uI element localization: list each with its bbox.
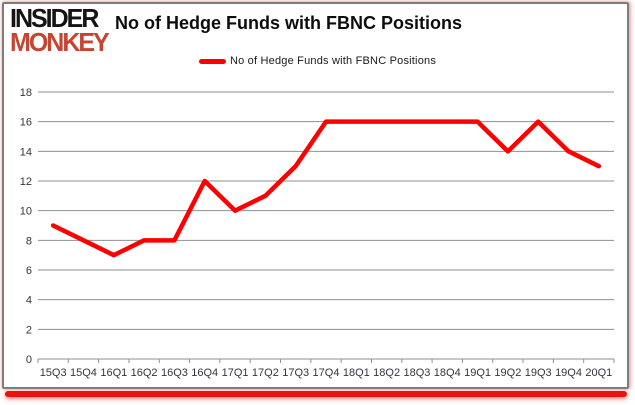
svg-text:18Q2: 18Q2 — [373, 367, 400, 379]
svg-text:18Q4: 18Q4 — [434, 367, 461, 379]
svg-text:18: 18 — [20, 87, 32, 99]
legend: No of Hedge Funds with FBNC Positions — [0, 55, 635, 67]
svg-text:20Q1: 20Q1 — [585, 367, 612, 379]
legend-label: No of Hedge Funds with FBNC Positions — [229, 55, 437, 67]
svg-text:16Q2: 16Q2 — [131, 367, 158, 379]
svg-text:16Q3: 16Q3 — [161, 367, 188, 379]
svg-text:19Q4: 19Q4 — [555, 367, 582, 379]
chart-title: No of Hedge Funds with FBNC Positions — [115, 13, 462, 33]
svg-text:17Q3: 17Q3 — [282, 367, 309, 379]
svg-text:0: 0 — [26, 354, 32, 366]
svg-text:16Q4: 16Q4 — [191, 367, 218, 379]
svg-text:19Q3: 19Q3 — [525, 367, 552, 379]
svg-text:16Q1: 16Q1 — [100, 367, 127, 379]
svg-text:15Q3: 15Q3 — [40, 367, 67, 379]
svg-text:18Q1: 18Q1 — [343, 367, 370, 379]
svg-text:10: 10 — [20, 206, 32, 218]
chart-frame — [2, 2, 629, 389]
bottom-accent-bar — [5, 391, 627, 397]
svg-text:12: 12 — [20, 176, 32, 188]
svg-text:18Q3: 18Q3 — [403, 367, 430, 379]
svg-text:19Q2: 19Q2 — [494, 367, 521, 379]
logo-text-monkey: MONKEY — [10, 28, 110, 58]
logo-text-insider: INSIDER — [10, 3, 99, 34]
svg-text:4: 4 — [26, 295, 32, 307]
svg-text:6: 6 — [26, 265, 32, 277]
legend-line-swatch — [198, 58, 226, 64]
insider-monkey-logo: INSIDER MONKEY — [10, 3, 110, 58]
svg-text:14: 14 — [20, 146, 32, 158]
svg-text:15Q4: 15Q4 — [70, 367, 97, 379]
svg-text:19Q1: 19Q1 — [464, 367, 491, 379]
svg-text:17Q2: 17Q2 — [252, 367, 279, 379]
svg-text:2: 2 — [26, 324, 32, 336]
svg-text:16: 16 — [20, 117, 32, 129]
svg-text:17Q1: 17Q1 — [222, 367, 249, 379]
svg-text:8: 8 — [26, 235, 32, 247]
svg-text:17Q4: 17Q4 — [313, 367, 340, 379]
